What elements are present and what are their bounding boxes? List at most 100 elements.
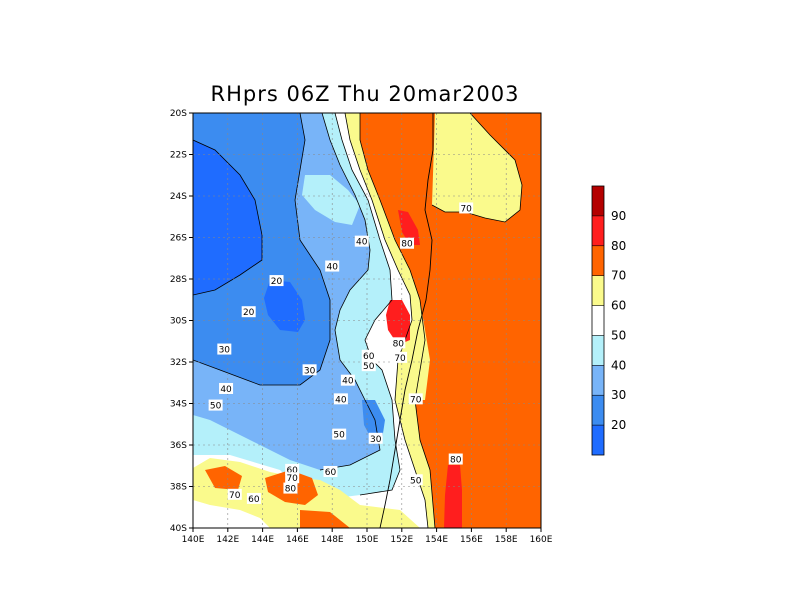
fill-70-80-sw3 <box>205 466 242 490</box>
contour-label-bg <box>368 432 383 444</box>
contour-label-bg <box>323 465 338 477</box>
x-tick-label: 142E <box>216 535 239 545</box>
contour-label: 70 <box>227 488 242 501</box>
contour-label-text: 70 <box>229 491 241 501</box>
contour-label-text: 30 <box>219 346 231 356</box>
coastline <box>379 113 434 528</box>
colorbar-label: 30 <box>611 388 626 402</box>
contour-label: 40 <box>219 382 234 395</box>
contour-label-bg <box>208 399 223 411</box>
contour-label: 50 <box>332 428 347 441</box>
x-tick-label: 150E <box>356 535 379 545</box>
contour-label-bg <box>219 382 234 394</box>
y-tick-label: 24S <box>170 192 187 202</box>
contour-label-bg <box>285 472 300 484</box>
contour-label: 40 <box>333 393 348 405</box>
contour-label: 60 <box>285 463 300 476</box>
chart-title: RHprs 06Z Thu 20mar2003 <box>210 82 520 106</box>
colorbar-swatch <box>592 186 604 216</box>
contour-label-bg <box>333 393 348 405</box>
x-tick-label: 154E <box>425 535 448 545</box>
contour-label-bg <box>361 349 376 361</box>
contour-label-bg <box>325 260 340 272</box>
y-tick-label: 22S <box>170 151 187 161</box>
contour-label-text: 80 <box>285 485 297 495</box>
fill-50-60-sw <box>193 500 270 528</box>
x-axis: 140E 142E 144E 146E 148E 150E 152E 154E 156E 158E… <box>182 528 553 545</box>
fill-80-90-b <box>386 300 410 345</box>
y-tick-label: 20S <box>170 109 187 119</box>
contour-label-text: 40 <box>326 263 338 273</box>
contour-label-text: 50 <box>410 476 422 486</box>
contour-line-70-ne <box>431 113 523 223</box>
contour-label-text: 60 <box>248 495 260 505</box>
contour-line-50 <box>334 113 401 496</box>
fill-80-90-a <box>398 210 420 245</box>
y-tick-label: 36S <box>170 441 187 451</box>
contour-label: 40 <box>354 235 369 248</box>
colorbar-label: 40 <box>611 358 626 372</box>
contour-label-text: 70 <box>460 204 472 214</box>
contour-label: 50 <box>208 399 223 412</box>
contour-label-text: 60 <box>363 352 375 362</box>
contour-label: 60 <box>361 349 376 362</box>
contour-label-text: 50 <box>363 362 375 372</box>
colorbar-swatch <box>592 305 604 336</box>
colorbar-label: 70 <box>611 269 626 283</box>
contour-label: 70 <box>408 393 423 405</box>
x-tick-label: 156E <box>460 535 483 545</box>
contour-label: 80 <box>400 237 415 250</box>
colorbar-frame <box>591 185 605 456</box>
x-tick-label: 160E <box>530 535 553 545</box>
colorbar-label: 60 <box>611 299 626 313</box>
contour-label-bg <box>302 364 317 376</box>
contour-label-bg <box>283 482 298 494</box>
fill-10-20-b <box>264 280 305 332</box>
contour-label-text: 80 <box>450 456 462 466</box>
colorbar-swatch <box>592 425 604 455</box>
contour-label: 40 <box>325 260 340 273</box>
contour-label: 80 <box>391 337 406 349</box>
contour-label-bg <box>246 492 261 504</box>
y-tick-label: 34S <box>170 400 187 410</box>
x-tick-label: 144E <box>251 535 274 545</box>
x-tick-label: 152E <box>390 535 413 545</box>
fill-70-80-sw2 <box>300 510 350 528</box>
contour-label-bg <box>285 463 300 475</box>
y-tick-label: 40S <box>170 524 187 534</box>
contour-line-30 <box>193 113 331 386</box>
contour-label-text: 80 <box>401 240 413 250</box>
contour-label: 70 <box>459 202 474 214</box>
y-tick-label: 32S <box>170 358 187 368</box>
contour-label-bg <box>217 343 232 355</box>
contour-label-bg <box>459 202 474 214</box>
colorbar-swatch <box>592 335 604 366</box>
contour-label-bg <box>448 453 463 465</box>
colorbar-label: 80 <box>611 239 626 253</box>
contour-label-text: 30 <box>304 366 316 376</box>
grid-lines <box>193 113 541 528</box>
contour-label-bg <box>227 488 242 500</box>
contour-label-text: 20 <box>271 277 283 287</box>
contour-label-bg <box>332 428 347 440</box>
colorbar-swatch <box>592 215 604 246</box>
contour-label-text: 40 <box>342 377 354 387</box>
x-tick-label: 140E <box>182 535 205 545</box>
x-tick-label: 148E <box>321 535 344 545</box>
contour-label-text: 70 <box>410 395 422 405</box>
contour-label-text: 70 <box>394 354 406 364</box>
contour-label-text: 50 <box>210 402 222 412</box>
contour-label: 30 <box>217 343 232 356</box>
contour-label: 20 <box>269 275 284 287</box>
contour-label-text: 80 <box>393 339 405 349</box>
contour-label-text: 40 <box>335 395 347 405</box>
y-tick-label: 38S <box>170 483 187 493</box>
contour-label: 80 <box>448 453 463 466</box>
contour-label-text: 20 <box>243 308 255 318</box>
fill-20-30-south <box>362 400 385 440</box>
colorbar: 20 30 40 50 60 70 80 90 <box>591 185 626 456</box>
contour-label-bg <box>393 351 408 363</box>
contour-label-text: 60 <box>286 466 298 476</box>
contour-label: 50 <box>408 474 423 486</box>
